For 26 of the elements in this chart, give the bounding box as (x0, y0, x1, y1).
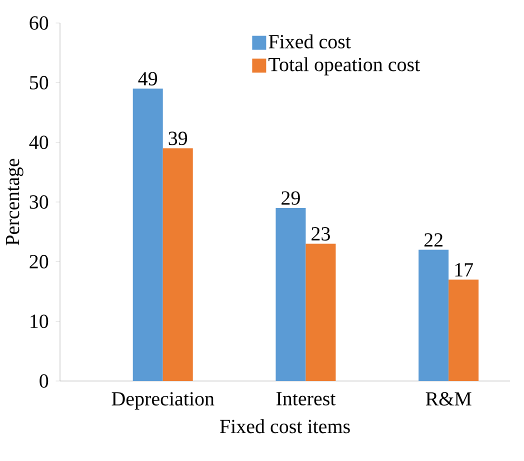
bar (132, 88, 163, 381)
data-label: 23 (312, 227, 330, 241)
y-tick-label: 0 (40, 374, 48, 388)
y-axis-title: Percentage (6, 158, 24, 246)
data-label: 49 (138, 72, 158, 86)
x-tick-label: Interest (276, 392, 336, 406)
data-label: 22 (424, 233, 442, 247)
bar (448, 280, 479, 381)
bar (162, 148, 193, 381)
legend-label: Fixed cost (268, 34, 351, 48)
data-label: 17 (455, 263, 473, 276)
data-label: 29 (282, 191, 300, 205)
legend-label: Total opeation cost (268, 57, 420, 76)
data-label: 39 (168, 132, 188, 146)
y-tick-label: 40 (29, 136, 48, 150)
bar (418, 250, 449, 381)
x-axis-title: Fixed cost items (220, 419, 350, 434)
bar (306, 244, 336, 381)
x-tick-label: Depreciation (112, 392, 214, 410)
y-tick-label: 20 (30, 254, 48, 268)
y-tick-label: 60 (30, 16, 48, 30)
y-tick-label: 30 (30, 195, 48, 209)
x-tick-label: R&M (426, 392, 472, 406)
bar (276, 208, 306, 381)
y-tick-label: 10 (30, 314, 48, 328)
y-tick-label: 50 (30, 76, 48, 90)
